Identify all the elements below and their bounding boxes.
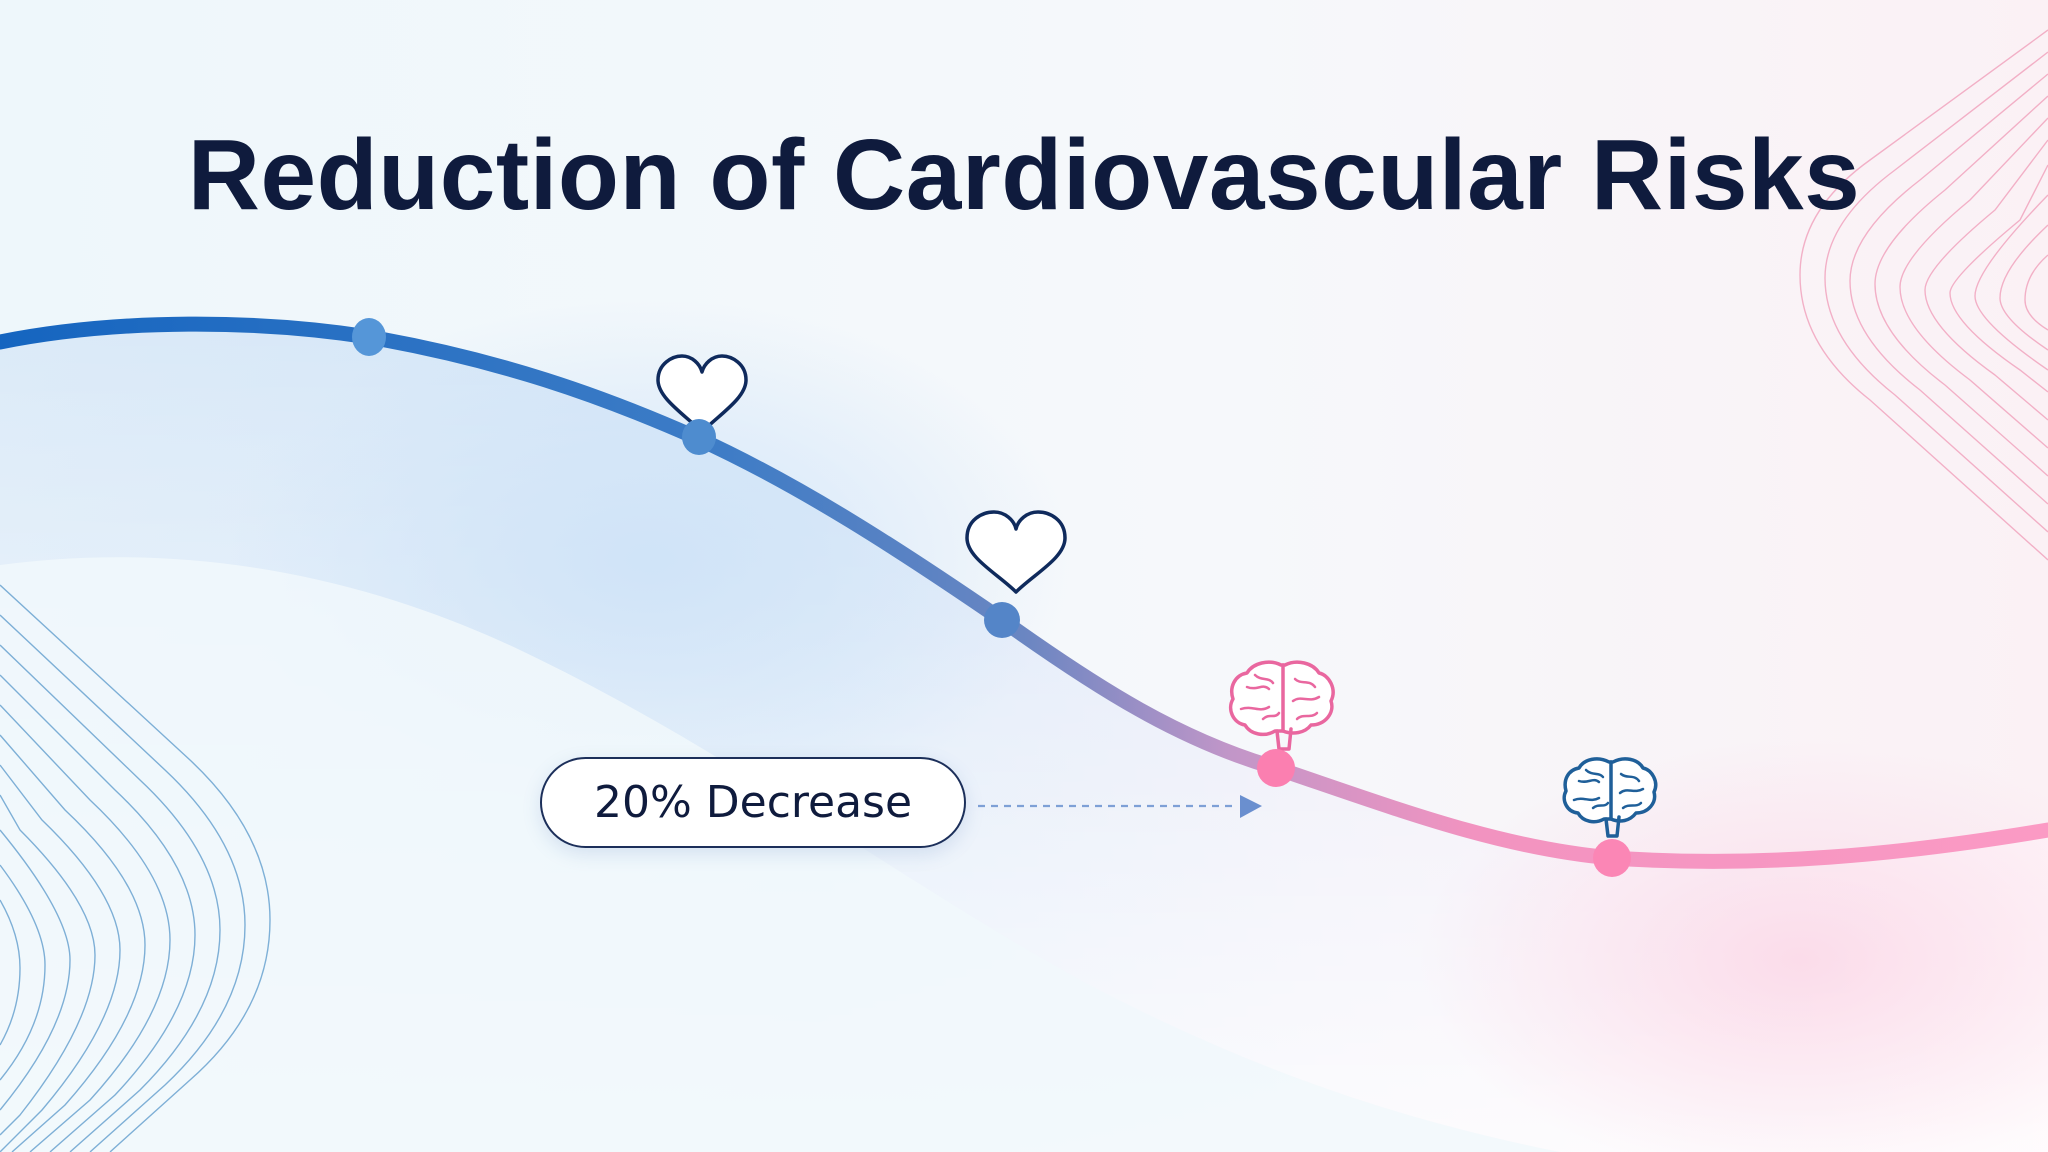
curve-marker[interactable] bbox=[984, 602, 1020, 638]
brain-icon-pink bbox=[1228, 660, 1335, 751]
heart-icon bbox=[965, 510, 1067, 594]
page-title: Reduction of Cardiovascular Risks bbox=[187, 119, 1861, 231]
decrease-callout-label: 20% Decrease bbox=[593, 777, 913, 828]
brain-icon-blue bbox=[1562, 757, 1658, 838]
left-decorative-lines bbox=[0, 584, 271, 1152]
arrow-head-icon bbox=[1240, 795, 1262, 818]
curve-marker[interactable] bbox=[1257, 749, 1295, 787]
right-decorative-lines bbox=[1799, 29, 2048, 561]
decrease-callout: 20% Decrease bbox=[540, 757, 966, 848]
curve-marker[interactable] bbox=[1593, 839, 1631, 877]
pink-glow bbox=[1420, 740, 2048, 1152]
background-wave bbox=[0, 557, 1560, 1152]
curve-marker[interactable] bbox=[352, 318, 386, 356]
heart-icon bbox=[656, 354, 748, 434]
curve-marker[interactable] bbox=[682, 419, 716, 455]
